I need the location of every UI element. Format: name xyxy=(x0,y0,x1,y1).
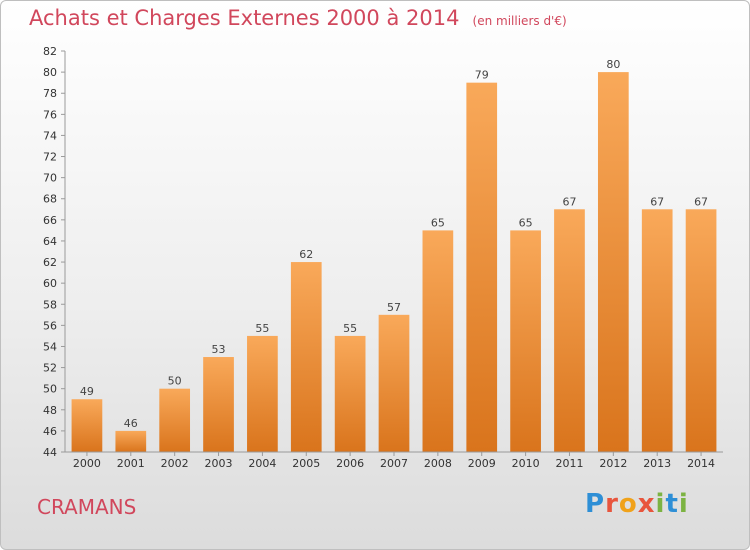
y-tick-label: 76 xyxy=(43,108,57,121)
logo-letter: i xyxy=(655,489,666,519)
y-tick-label: 74 xyxy=(43,129,57,142)
bar-value-label: 80 xyxy=(606,58,620,71)
x-tick-label: 2000 xyxy=(73,457,101,470)
bar-value-label: 67 xyxy=(562,195,576,208)
x-tick-label: 2010 xyxy=(512,457,540,470)
bar-value-label: 65 xyxy=(431,216,445,229)
bar xyxy=(290,262,322,452)
y-tick-label: 68 xyxy=(43,193,57,206)
y-tick-label: 54 xyxy=(43,340,57,353)
x-tick-label: 2012 xyxy=(599,457,627,470)
bar xyxy=(71,399,103,452)
bar-value-label: 67 xyxy=(694,195,708,208)
logo-letter: o xyxy=(618,489,638,519)
logo-letter: x xyxy=(637,489,656,519)
x-tick-label: 2001 xyxy=(117,457,145,470)
x-axis: 2000 2001 2002 2003 2004 2005 2006 2007 2008 2009… xyxy=(65,451,723,470)
bar-value-label: 67 xyxy=(650,195,664,208)
chart-title: Achats et Charges Externes 2000 à 2014 xyxy=(29,6,460,30)
x-tick-label: 2008 xyxy=(424,457,452,470)
y-tick-label: 52 xyxy=(43,362,57,375)
x-tick-label: 2013 xyxy=(643,457,671,470)
bar xyxy=(685,209,717,452)
x-tick-label: 2014 xyxy=(687,457,715,470)
x-tick-label: 2009 xyxy=(468,457,496,470)
bar xyxy=(334,335,366,452)
bar-value-label: 65 xyxy=(519,216,533,229)
x-tick-label: 2007 xyxy=(380,457,408,470)
x-tick-label: 2011 xyxy=(555,457,583,470)
title-row: Achats et Charges Externes 2000 à 2014 (… xyxy=(29,6,567,30)
y-tick-label: 72 xyxy=(43,151,57,164)
bar-value-label: 49 xyxy=(80,385,94,398)
x-tick-label: 2005 xyxy=(292,457,320,470)
bar xyxy=(159,388,191,452)
bar-value-label: 62 xyxy=(299,248,313,261)
bar xyxy=(597,72,629,453)
bar-value-label: 46 xyxy=(124,417,138,430)
bar xyxy=(203,357,234,452)
bar-value-label: 50 xyxy=(168,375,182,388)
y-tick-label: 82 xyxy=(43,45,57,58)
bar xyxy=(115,430,147,452)
bar xyxy=(466,82,498,452)
logo-letter: t xyxy=(665,489,679,519)
bars: 49 46 50 53 55 62 55 57 65 79 65 67 80 67 67 xyxy=(71,58,717,453)
y-tick-label: 44 xyxy=(43,446,57,459)
proxiti-logo[interactable]: Proxiti xyxy=(585,489,689,519)
bar xyxy=(641,209,673,452)
bar-value-label: 57 xyxy=(387,301,401,314)
chart-subtitle: (en milliers d'€) xyxy=(472,14,567,28)
bar-value-label: 53 xyxy=(212,343,226,356)
y-tick-label: 46 xyxy=(43,425,57,438)
x-tick-label: 2003 xyxy=(205,457,233,470)
bar-value-label: 55 xyxy=(255,322,269,335)
bar xyxy=(422,230,454,452)
logo-letter: i xyxy=(678,489,689,519)
y-tick-label: 62 xyxy=(43,256,57,269)
y-tick-label: 50 xyxy=(43,383,57,396)
y-tick-label: 66 xyxy=(43,214,57,227)
bar xyxy=(510,230,541,452)
bar xyxy=(247,335,278,452)
y-axis: 44 46 48 50 52 54 56 58 60 62 64 66 68 70 72 74 76 78 80 82 xyxy=(43,45,66,459)
bar-value-label: 79 xyxy=(475,69,489,82)
x-tick-label: 2006 xyxy=(336,457,364,470)
bar-value-label: 55 xyxy=(343,322,357,335)
logo-letter: P xyxy=(585,489,606,519)
y-tick-label: 60 xyxy=(43,277,57,290)
y-tick-label: 70 xyxy=(43,172,57,185)
y-tick-label: 48 xyxy=(43,404,57,417)
commune-name: CRAMANS xyxy=(37,495,137,519)
x-tick-label: 2004 xyxy=(248,457,276,470)
y-tick-label: 64 xyxy=(43,235,57,248)
logo-letter: r xyxy=(605,489,619,519)
y-tick-label: 56 xyxy=(43,319,57,332)
x-tick-label: 2002 xyxy=(161,457,189,470)
y-tick-label: 80 xyxy=(43,66,57,79)
y-tick-label: 78 xyxy=(43,87,57,100)
bar xyxy=(554,209,585,452)
bar xyxy=(378,314,410,452)
y-tick-label: 58 xyxy=(43,298,57,311)
